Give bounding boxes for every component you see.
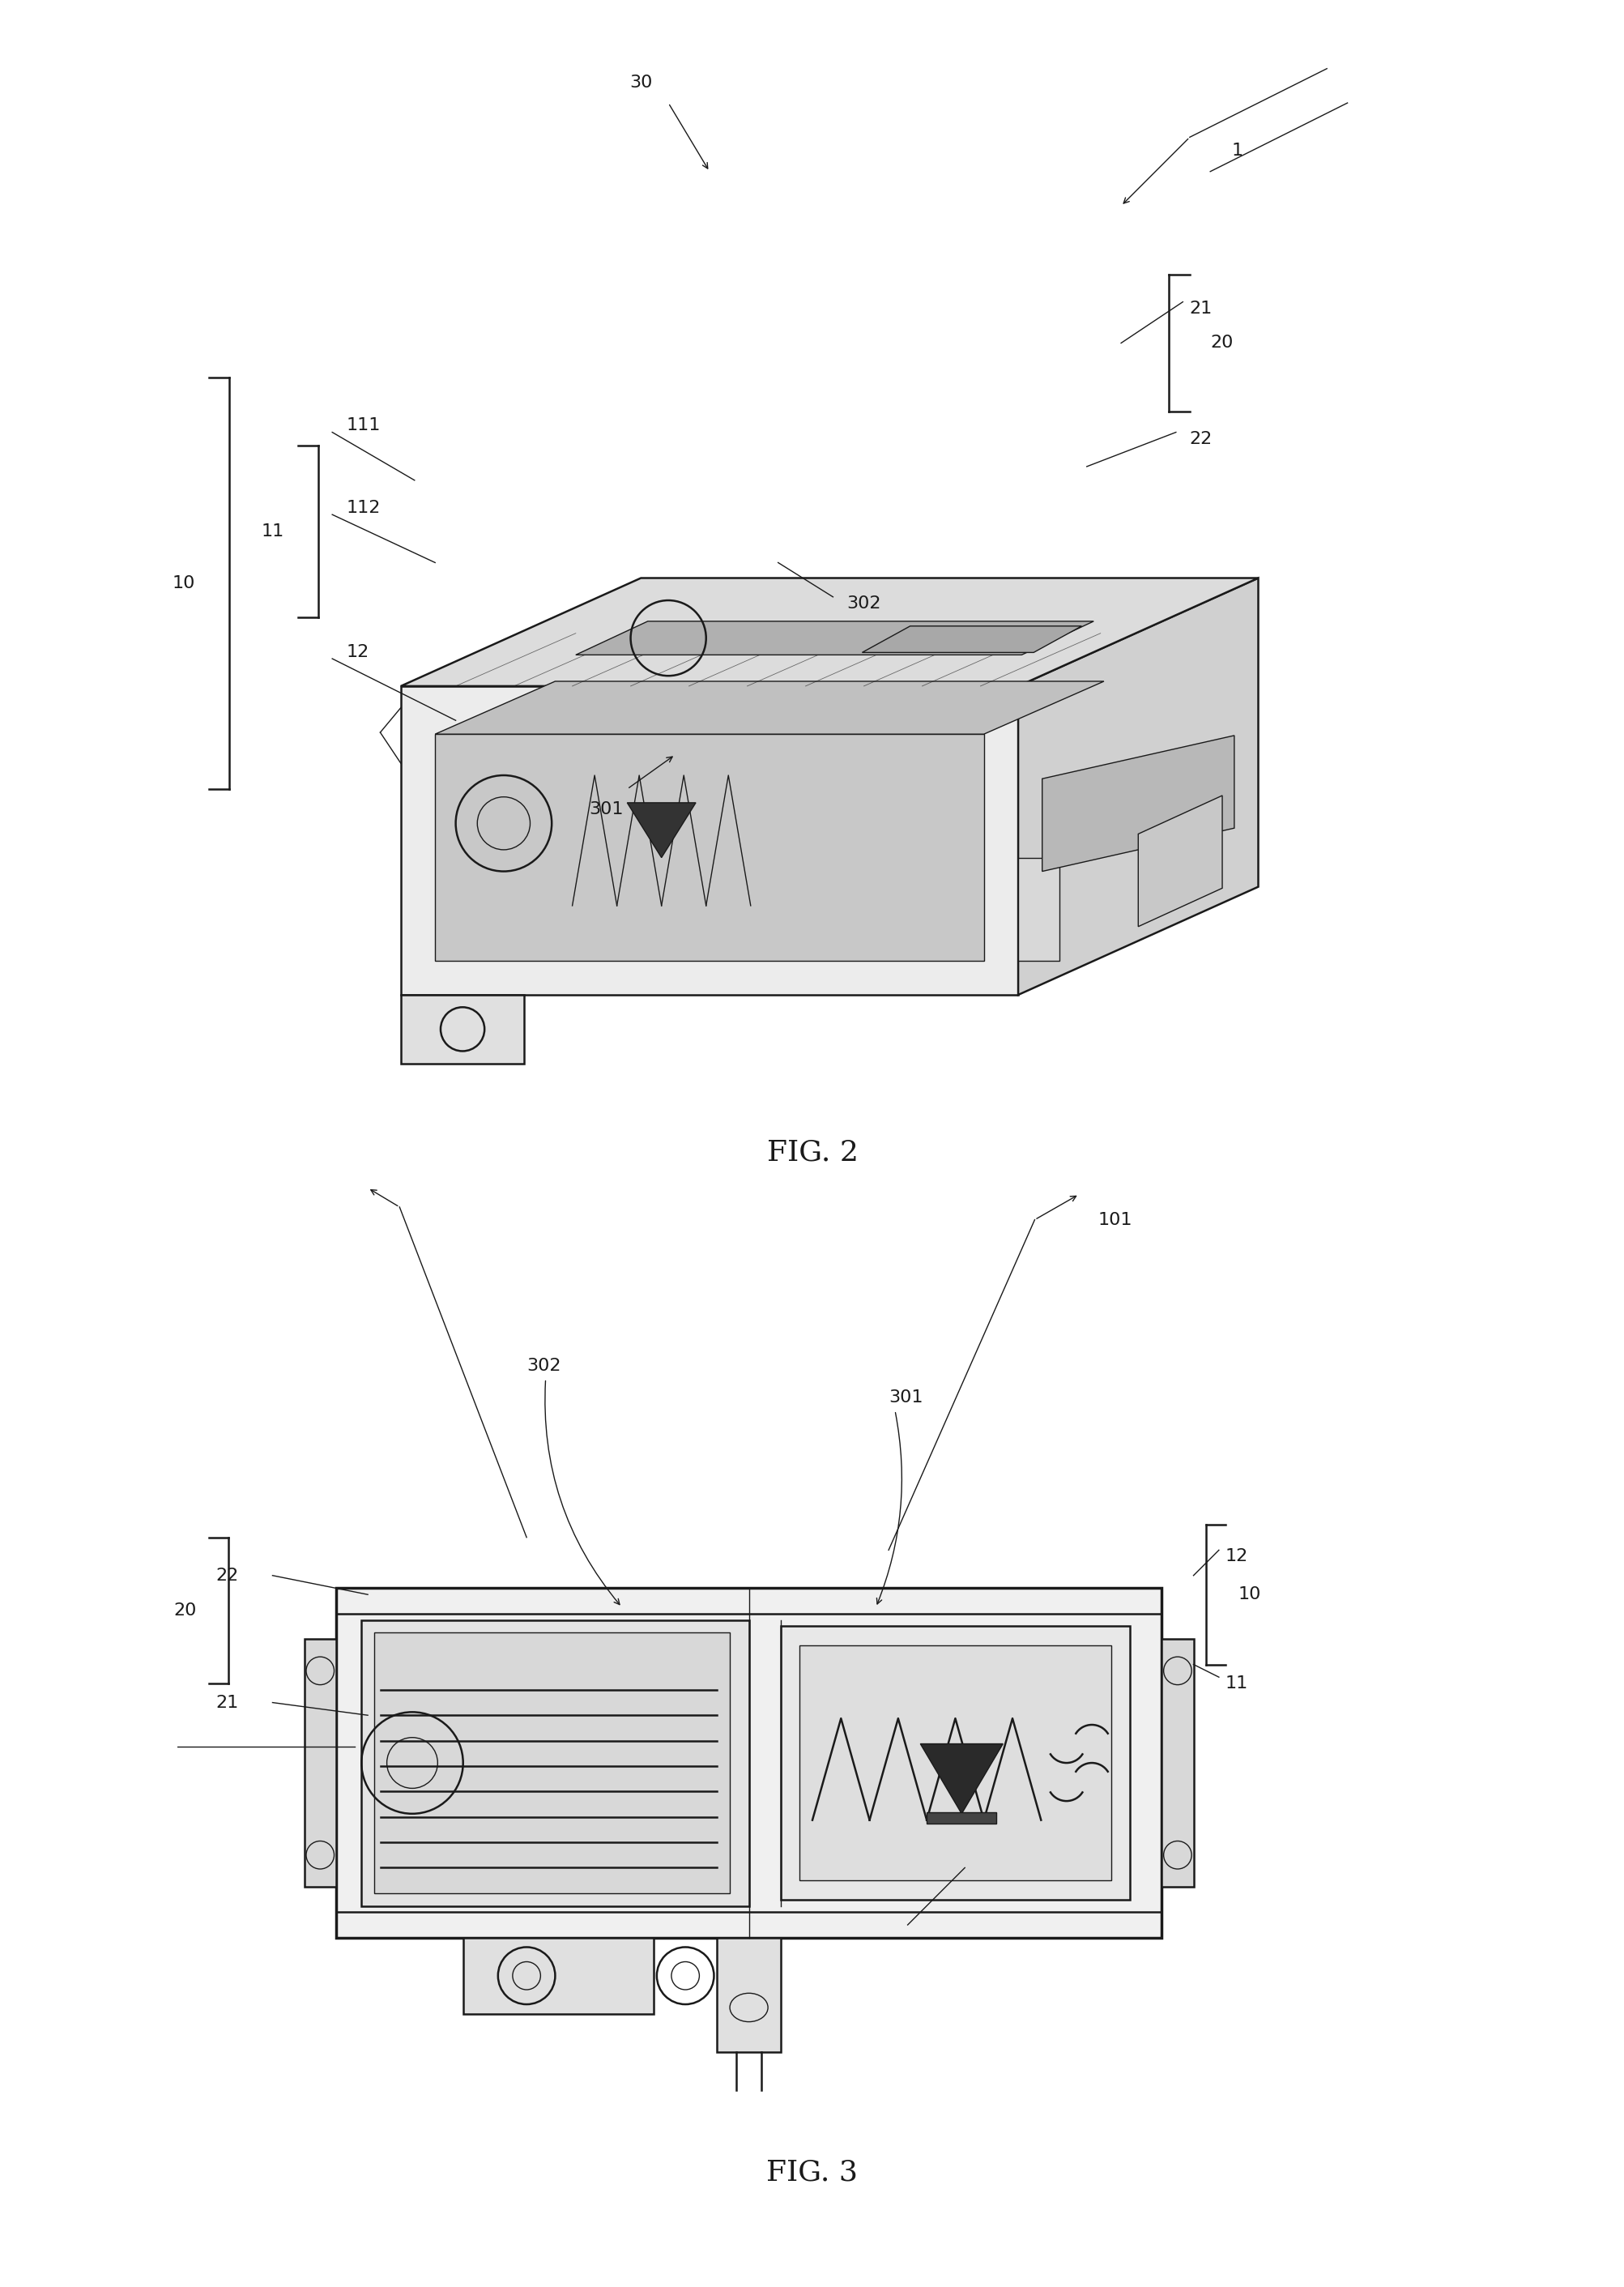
Text: 111: 111	[346, 416, 380, 435]
Text: 301: 301	[590, 800, 624, 819]
Polygon shape	[336, 1587, 1161, 1937]
Polygon shape	[716, 1937, 780, 2051]
Polygon shape	[435, 734, 984, 961]
Text: 30: 30	[971, 1866, 994, 1882]
Polygon shape	[304, 1640, 336, 1887]
Polygon shape	[435, 682, 1103, 734]
Text: 30: 30	[628, 73, 653, 91]
Text: 20: 20	[1210, 334, 1233, 352]
Polygon shape	[361, 1619, 749, 1905]
Polygon shape	[401, 579, 1257, 686]
Text: 301: 301	[888, 1390, 922, 1407]
Polygon shape	[575, 622, 1093, 654]
Text: 10: 10	[172, 574, 195, 592]
Polygon shape	[780, 1626, 1129, 1900]
Text: 22: 22	[216, 1567, 239, 1583]
Polygon shape	[919, 1743, 1002, 1814]
Text: FIG. 2: FIG. 2	[767, 1139, 857, 1166]
Text: 302: 302	[846, 595, 880, 613]
Text: 20: 20	[174, 1603, 197, 1619]
Text: 12: 12	[1224, 1548, 1247, 1564]
Text: FIG. 3: FIG. 3	[767, 2159, 857, 2186]
Polygon shape	[926, 1811, 996, 1823]
Polygon shape	[1018, 858, 1059, 961]
Text: 21: 21	[216, 1695, 239, 1711]
Polygon shape	[401, 995, 525, 1063]
Text: 101: 101	[1098, 1212, 1132, 1228]
Polygon shape	[1161, 1640, 1194, 1887]
Polygon shape	[401, 686, 1018, 995]
Text: 11: 11	[261, 524, 284, 540]
Text: 22: 22	[1189, 430, 1212, 448]
Text: 21: 21	[1189, 300, 1212, 318]
Text: 12: 12	[346, 643, 369, 661]
Text: 112: 112	[346, 499, 380, 517]
Polygon shape	[1138, 796, 1221, 926]
Polygon shape	[1018, 579, 1257, 995]
Polygon shape	[862, 627, 1082, 652]
Polygon shape	[1041, 736, 1234, 871]
Polygon shape	[799, 1644, 1111, 1880]
Text: 11: 11	[1224, 1676, 1247, 1692]
Polygon shape	[627, 803, 695, 858]
Text: 1: 1	[1231, 142, 1242, 160]
Polygon shape	[463, 1937, 653, 2015]
Text: 10: 10	[1237, 1587, 1260, 1603]
Text: 302: 302	[526, 1358, 560, 1374]
Polygon shape	[374, 1633, 729, 1894]
